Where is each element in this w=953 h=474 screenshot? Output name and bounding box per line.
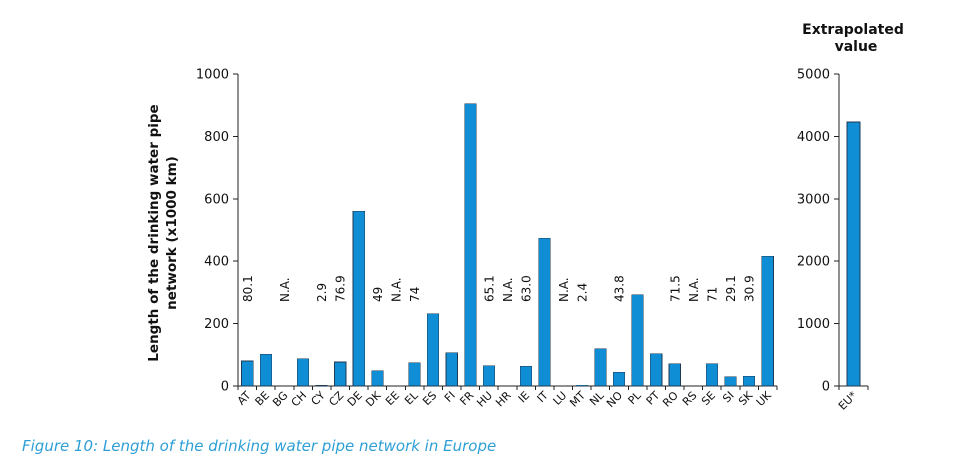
data-label-mt: 2.4 xyxy=(575,283,589,302)
x-tick-label-be: BE xyxy=(253,389,272,408)
bar-dk xyxy=(371,370,384,387)
data-label-lu: N.A. xyxy=(557,277,571,302)
data-label-bg: N.A. xyxy=(278,277,292,302)
x-tick-label-ch: CH xyxy=(289,389,309,409)
bar-be xyxy=(259,353,272,387)
eu-y-tick-label: 1000 xyxy=(797,317,830,332)
y-axis-title: Length of the drinking water pipe networ… xyxy=(146,104,180,361)
data-label-ro: 71.5 xyxy=(668,275,682,302)
eu-y-tick-label: 3000 xyxy=(797,192,830,207)
extrapolated-title-line2: value xyxy=(835,39,878,55)
data-label-cz: 76.9 xyxy=(334,275,348,302)
data-label-sk: 30.9 xyxy=(743,275,757,302)
x-tick-label-cz: CZ xyxy=(326,389,346,409)
main-y-tick-label: 1000 xyxy=(196,68,229,83)
bar-ch xyxy=(296,358,310,387)
x-tick-label-dk: DK xyxy=(363,388,384,409)
x-tick-label-hr: HR xyxy=(493,389,514,410)
bar-cy xyxy=(315,384,328,387)
eu-y-tick-label: 2000 xyxy=(797,255,830,270)
x-tick-label-sk: SK xyxy=(736,388,756,408)
eu-plot: 0 1000 2000 3000 4000 5000 EU* xyxy=(797,68,869,413)
figure-caption: Figure 10: Length of the drinking water … xyxy=(22,437,497,455)
x-tick-label-pl: PL xyxy=(626,388,645,407)
x-tick-label-lu: LU xyxy=(551,389,570,408)
x-tick-label-si: SI xyxy=(720,389,736,405)
bar-mt xyxy=(575,384,588,387)
bar-de xyxy=(352,210,365,387)
eu-y-tick-label: 4000 xyxy=(797,130,830,145)
extrapolated-title: Extrapolated value xyxy=(802,22,904,55)
bar-si xyxy=(724,376,737,387)
x-tick-label-es: ES xyxy=(420,389,439,408)
eu-y-tick-label: 5000 xyxy=(797,68,830,83)
x-tick-label-cy: CY xyxy=(309,389,328,408)
x-tick-label-eu: EU* xyxy=(836,389,860,413)
chart: Length of the drinking water pipe networ… xyxy=(146,22,904,413)
data-label-ie: 63.0 xyxy=(520,275,534,302)
data-label-hu: 65.1 xyxy=(482,275,496,302)
bar-el xyxy=(408,362,421,387)
bar-at xyxy=(241,360,254,387)
x-tick-label-rs: RS xyxy=(680,389,700,409)
bar-ro xyxy=(668,363,681,387)
bar-hu xyxy=(482,365,495,387)
data-label-cy: 2.9 xyxy=(315,283,329,302)
data-label-ee: N.A. xyxy=(389,277,403,302)
x-tick-label-de: DE xyxy=(345,389,365,409)
bar-se xyxy=(705,363,719,387)
bar-uk xyxy=(761,255,774,387)
main-y-tick-label: 200 xyxy=(204,317,229,332)
x-tick-label-fi: FI xyxy=(442,389,458,405)
data-label-el: 74 xyxy=(408,287,422,302)
main-y-tick-label: 0 xyxy=(221,380,229,395)
x-tick-label-mt: MT xyxy=(567,389,588,410)
bar-ie xyxy=(520,366,533,387)
x-tick-label-fr: FR xyxy=(457,389,476,408)
data-label-si: 29.1 xyxy=(724,275,738,302)
x-tick-label-it: IT xyxy=(535,389,551,405)
bar-pt xyxy=(650,353,663,387)
eu-y-tick-label: 0 xyxy=(822,380,830,395)
bar-no xyxy=(612,372,626,387)
x-tick-label-nl: NL xyxy=(587,388,607,408)
data-label-rs: N.A. xyxy=(687,277,701,302)
main-y-tick-label: 400 xyxy=(204,255,229,270)
bar-fr xyxy=(464,103,477,387)
data-label-dk: 49 xyxy=(371,287,385,302)
bar-it xyxy=(538,237,551,387)
bar-pl xyxy=(631,294,644,387)
data-label-hr: N.A. xyxy=(501,277,515,302)
bar-fi xyxy=(445,352,458,387)
x-tick-label-ee: EE xyxy=(383,389,402,408)
main-y-tick-label: 600 xyxy=(204,192,229,207)
bar-eu xyxy=(846,121,861,387)
x-tick-label-ro: RO xyxy=(660,389,681,410)
bar-cz xyxy=(334,361,347,387)
x-tick-label-no: NO xyxy=(604,389,625,410)
x-tick-label-ie: IE xyxy=(516,389,532,405)
main-y-tick-label: 800 xyxy=(204,130,229,145)
extrapolated-title-line1: Extrapolated xyxy=(802,22,904,38)
y-axis-title-line1: Length of the drinking water pipe xyxy=(146,104,162,361)
x-tick-label-at: AT xyxy=(235,389,254,408)
x-tick-label-pt: PT xyxy=(644,389,663,408)
x-tick-label-uk: UK xyxy=(754,388,775,409)
bar-nl xyxy=(594,348,607,387)
data-label-se: 71 xyxy=(705,287,719,302)
y-axis-title-line2: network (x1000 km) xyxy=(164,156,180,310)
x-tick-label-se: SE xyxy=(699,389,718,408)
x-tick-label-hu: HU xyxy=(474,389,495,410)
x-tick-label-el: EL xyxy=(402,388,421,407)
bar-es xyxy=(427,313,440,387)
x-tick-label-bg: BG xyxy=(270,389,290,409)
bar-sk xyxy=(743,376,756,387)
data-label-no: 43.8 xyxy=(613,275,627,302)
data-label-at: 80.1 xyxy=(241,275,255,302)
